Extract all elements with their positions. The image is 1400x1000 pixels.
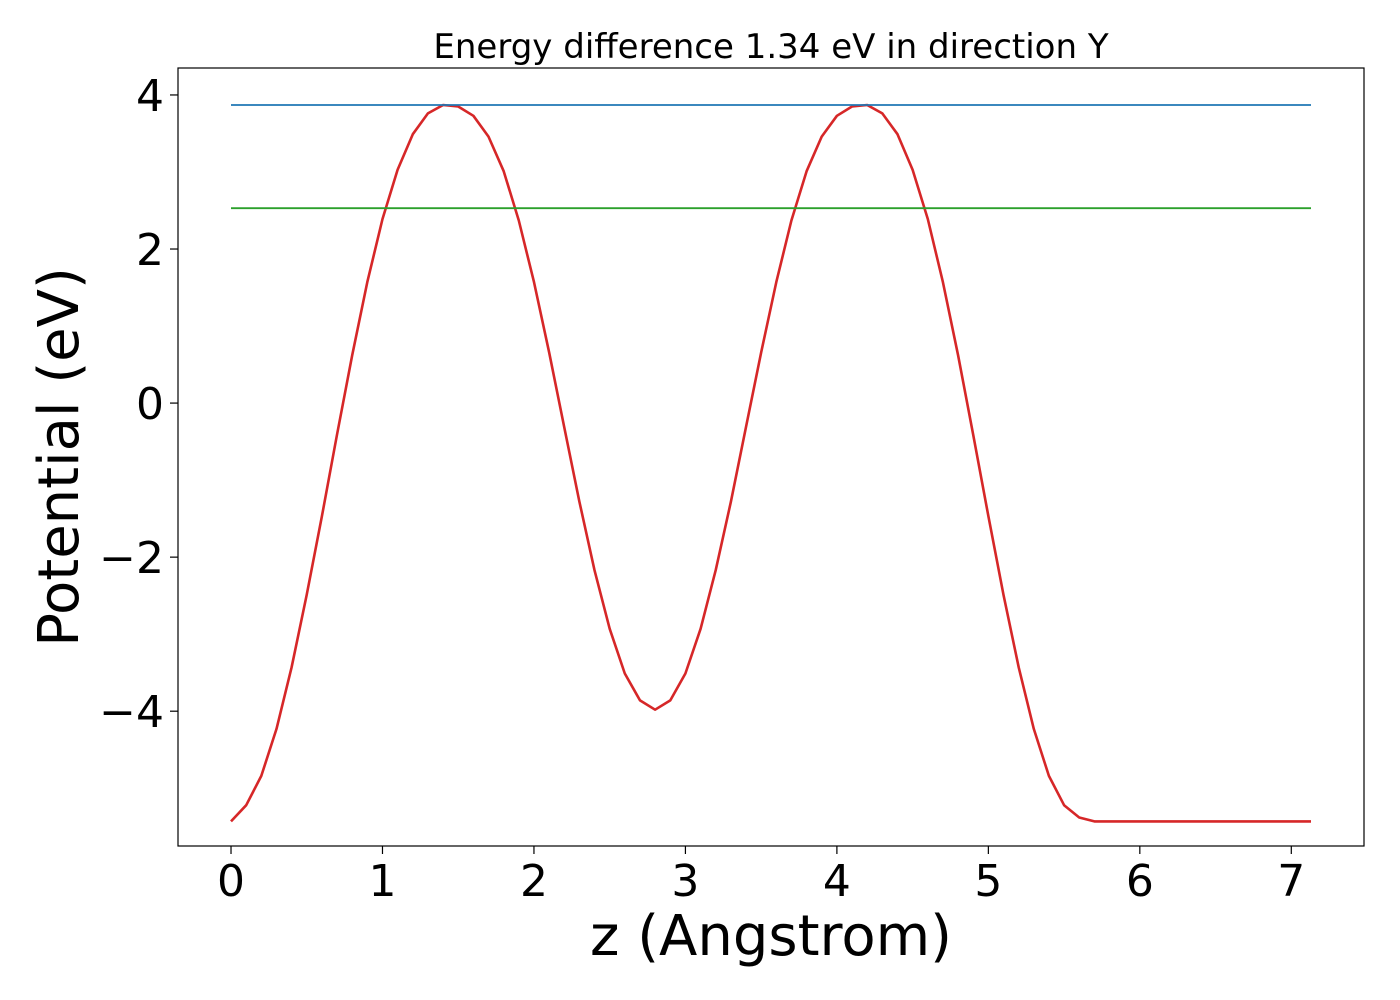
series-line-0 xyxy=(230,103,1311,823)
y-tick-label: 4 xyxy=(136,71,164,122)
x-tick-label: 4 xyxy=(823,856,851,907)
y-axis: −4 −2 0 2 4 xyxy=(99,71,178,738)
x-tick-label: 5 xyxy=(974,856,1002,907)
chart-title: Energy difference 1.34 eV in direction Y xyxy=(433,27,1108,67)
y-tick-label: −4 xyxy=(99,687,164,738)
series-group xyxy=(230,103,1311,823)
x-tick-label: 2 xyxy=(520,856,548,907)
x-tick-label: 0 xyxy=(217,856,245,907)
x-axis: 0 1 2 3 4 5 6 7 xyxy=(217,846,1305,907)
x-tick-label: 6 xyxy=(1126,856,1154,907)
y-tick-label: 0 xyxy=(136,379,164,430)
x-tick-label: 3 xyxy=(671,856,699,907)
x-tick-label: 7 xyxy=(1277,856,1305,907)
y-tick-label: 2 xyxy=(136,225,164,276)
plot-frame xyxy=(177,67,1365,847)
y-tick-label: −2 xyxy=(99,533,164,584)
x-axis-label: z (Angstrom) xyxy=(590,904,952,969)
x-tick-label: 1 xyxy=(368,856,396,907)
y-axis-label: Potential (eV) xyxy=(27,267,92,647)
